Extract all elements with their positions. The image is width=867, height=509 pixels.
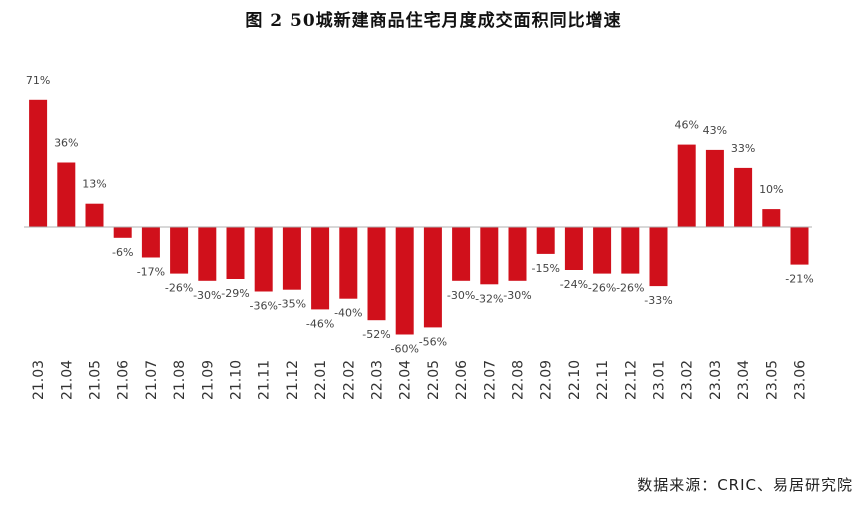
x-tick-label: 23.02 — [680, 360, 696, 400]
value-label: -52% — [362, 328, 390, 341]
x-tick-label: 21.09 — [200, 360, 216, 400]
bar-22.08 — [508, 227, 527, 281]
bar-22.04 — [395, 227, 414, 335]
bar-22.07 — [480, 227, 499, 285]
bar-23.06 — [790, 227, 809, 265]
bar-22.05 — [423, 227, 442, 328]
value-label: 71% — [26, 74, 50, 87]
value-label: -21% — [785, 273, 813, 286]
value-label: 36% — [54, 137, 78, 150]
x-tick-label: 21.12 — [285, 360, 301, 400]
value-label: -29% — [221, 287, 249, 300]
value-label: -33% — [644, 294, 672, 307]
bar-21.10 — [226, 227, 245, 279]
bar-21.07 — [141, 227, 160, 258]
value-label: -30% — [447, 289, 475, 302]
value-label: -60% — [390, 343, 418, 356]
x-tick-label: 21.08 — [172, 360, 188, 400]
value-label: 46% — [674, 119, 698, 132]
x-tick-labels-layer: 21.03 21.04 21.05 21.06 21.07 21.08 21.09 21.10… — [31, 360, 808, 400]
x-tick-label: 21.06 — [116, 360, 132, 400]
value-label: 10% — [759, 183, 783, 196]
value-label: -36% — [249, 300, 277, 313]
value-label: -35% — [278, 298, 306, 311]
bar-21.06 — [113, 227, 132, 238]
bar-21.08 — [170, 227, 189, 274]
bar-23.05 — [762, 209, 781, 227]
x-tick-label: 23.01 — [652, 360, 668, 400]
x-tick-label: 22.07 — [482, 360, 498, 400]
x-tick-label: 22.01 — [313, 360, 329, 400]
x-tick-label: 21.07 — [144, 360, 160, 400]
x-tick-label: 22.05 — [426, 360, 442, 400]
x-tick-label: 22.02 — [341, 360, 357, 400]
x-tick-label: 22.06 — [454, 360, 470, 400]
x-tick-label: 22.12 — [623, 360, 639, 400]
bar-22.11 — [593, 227, 612, 274]
x-tick-label: 22.09 — [539, 360, 555, 400]
bar-21.09 — [198, 227, 217, 281]
value-label: 43% — [703, 124, 727, 137]
bar-23.04 — [734, 167, 753, 227]
x-tick-label: 22.04 — [398, 360, 414, 400]
x-tick-label: 23.05 — [764, 360, 780, 400]
value-label: 13% — [82, 178, 106, 191]
x-tick-label: 21.10 — [229, 360, 245, 400]
bar-21.03 — [29, 99, 48, 227]
bar-21.11 — [254, 227, 273, 292]
value-label: -56% — [419, 335, 447, 348]
value-label: -46% — [306, 317, 334, 330]
bar-22.10 — [564, 227, 583, 270]
bar-22.09 — [536, 227, 555, 254]
x-tick-label: 21.04 — [59, 360, 75, 400]
x-tick-label: 23.06 — [793, 360, 809, 400]
value-label: -6% — [112, 246, 133, 259]
source-note: 数据来源：CRIC、易居研究院 — [637, 476, 853, 494]
value-label: 33% — [731, 142, 755, 155]
bars-layer — [29, 99, 809, 335]
value-label: -26% — [165, 282, 193, 295]
bar-22.02 — [339, 227, 358, 299]
x-tick-label: 22.03 — [370, 360, 386, 400]
x-tick-label: 23.03 — [708, 360, 724, 400]
value-label: -26% — [616, 282, 644, 295]
bar-21.05 — [85, 203, 104, 227]
bar-21.12 — [282, 227, 301, 290]
x-tick-label: 21.03 — [31, 360, 47, 400]
value-label: -30% — [503, 289, 531, 302]
bar-23.02 — [677, 144, 696, 227]
value-label: -30% — [193, 289, 221, 302]
bar-22.12 — [621, 227, 640, 274]
bar-22.03 — [367, 227, 386, 321]
value-label: -24% — [560, 278, 588, 291]
chart-title: 图 2 50城新建商品住宅月度成交面积同比增速 — [245, 11, 622, 31]
value-label: -26% — [588, 282, 616, 295]
value-label: -40% — [334, 307, 362, 320]
value-label: -17% — [137, 266, 165, 279]
bar-22.06 — [452, 227, 471, 281]
bar-21.04 — [57, 162, 76, 227]
bar-22.01 — [311, 227, 330, 310]
x-tick-label: 22.10 — [567, 360, 583, 400]
bar-23.01 — [649, 227, 668, 287]
x-tick-label: 21.11 — [257, 360, 273, 400]
value-labels-layer: 71%36%13%-6%-17%-26%-30% -29%-36% -35%-46%… — [26, 74, 814, 356]
x-tick-label: 21.05 — [88, 360, 104, 400]
x-tick-label: 22.11 — [595, 360, 611, 400]
x-tick-label: 22.08 — [511, 360, 527, 400]
x-tick-label: 23.04 — [736, 360, 752, 400]
bar-23.03 — [705, 149, 724, 227]
value-label: -15% — [531, 262, 559, 275]
value-label: -32% — [475, 292, 503, 305]
